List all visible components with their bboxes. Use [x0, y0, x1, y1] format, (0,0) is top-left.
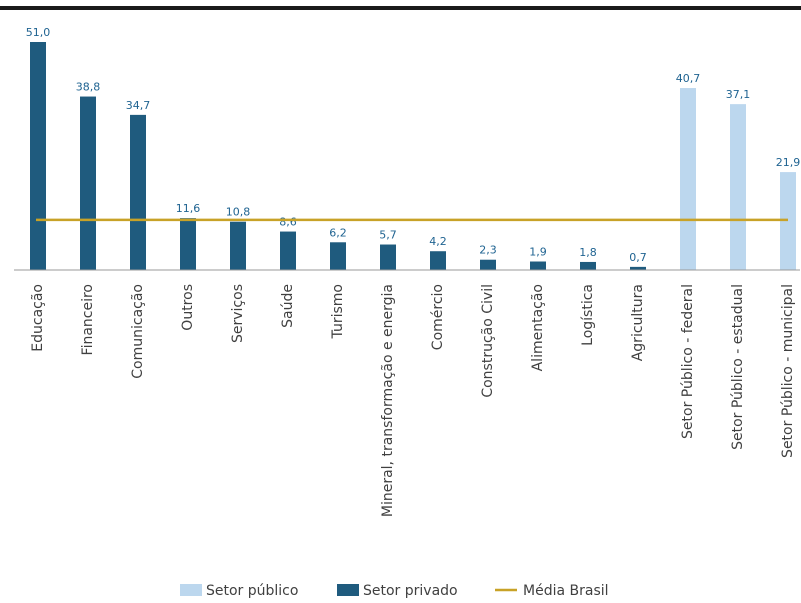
bar	[180, 218, 196, 270]
bar	[630, 266, 646, 270]
category-label: Alimentação	[530, 284, 546, 371]
bar-value-label: 4,2	[429, 235, 447, 248]
category-label: Outros	[180, 284, 196, 331]
bar	[730, 104, 746, 270]
bar	[280, 231, 296, 270]
bar	[580, 261, 596, 270]
category-label: Turismo	[330, 284, 346, 339]
bar	[330, 242, 346, 270]
bar-value-label: 1,9	[529, 246, 547, 259]
bar-value-label: 1,8	[579, 246, 597, 259]
bar-value-label: 37,1	[726, 88, 751, 101]
legend-label: Setor privado	[363, 583, 458, 599]
category-label: Saúde	[280, 284, 296, 328]
bar	[480, 259, 496, 270]
bar	[380, 244, 396, 270]
category-label: Setor Público - estadual	[730, 284, 746, 450]
bar-value-label: 6,2	[329, 226, 347, 239]
bar-value-label: 34,7	[126, 99, 151, 112]
bar	[680, 88, 696, 270]
bar	[230, 221, 246, 270]
bar	[530, 261, 546, 270]
legend-swatch	[337, 584, 359, 596]
category-label: Educação	[30, 284, 46, 352]
bar-value-label: 10,8	[226, 206, 251, 219]
value-labels-layer: 51,0 38,8 34,7 11,6 10,8 8,6 6,2 5,7 4,2 2,3 1,9 1,…	[26, 26, 801, 264]
bar-value-label: 5,7	[379, 229, 397, 242]
bar-value-label: 40,7	[676, 72, 701, 85]
category-label: Logística	[580, 284, 596, 346]
bars-layer	[30, 42, 796, 271]
category-label: Serviços	[230, 284, 246, 343]
category-label: Comunicação	[130, 284, 146, 379]
bar	[430, 251, 446, 270]
bar	[130, 114, 146, 270]
bar-value-label: 2,3	[479, 244, 497, 257]
bar-value-label: 21,9	[776, 156, 801, 169]
category-label: Construção Civil	[480, 284, 496, 398]
bar	[30, 42, 46, 270]
bar-value-label: 38,8	[76, 81, 101, 94]
category-label: Mineral, transformação e energia	[380, 284, 396, 517]
bar-value-label: 8,6	[279, 216, 297, 229]
bar-value-label: 51,0	[26, 26, 51, 39]
legend-swatch	[180, 584, 202, 596]
category-label: Setor Público - federal	[680, 284, 696, 439]
bar-value-label: 0,7	[629, 251, 647, 264]
legend-label: Setor público	[206, 583, 298, 599]
legend: Setor público Setor privado Média Brasil	[180, 583, 609, 599]
category-labels-layer: Educação Financeiro Comunicação Outros Servi…	[30, 284, 796, 517]
category-label: Setor Público - municipal	[780, 284, 796, 458]
bar-value-label: 11,6	[176, 202, 201, 215]
category-label: Financeiro	[80, 284, 96, 355]
category-label: Agricultura	[630, 284, 646, 361]
bar	[80, 96, 96, 271]
category-label: Comércio	[430, 284, 446, 350]
legend-label: Média Brasil	[523, 583, 609, 599]
